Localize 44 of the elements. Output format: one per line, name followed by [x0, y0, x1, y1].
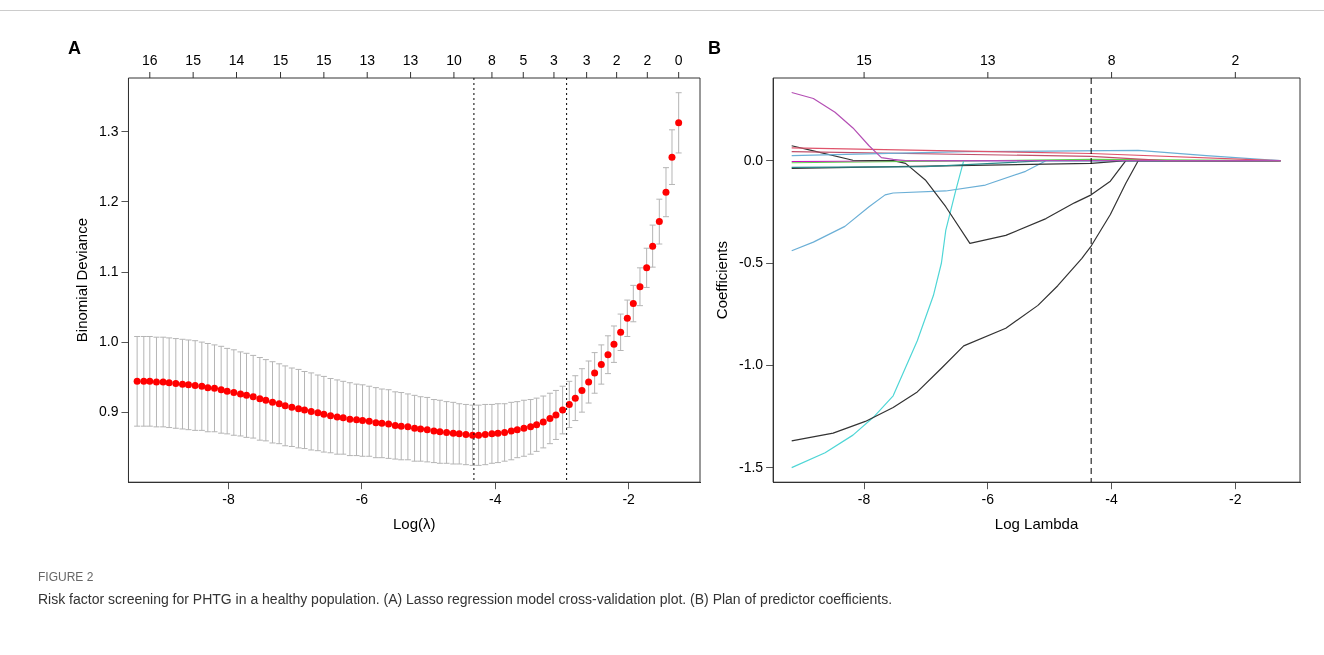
y-tick-label: -1.5 [739, 458, 764, 475]
annotation: 15 [316, 51, 332, 68]
x-tick-label: -4 [1105, 491, 1119, 508]
annotation: 15 [272, 51, 289, 68]
y-tick-label: 0.0 [743, 151, 764, 168]
x-axis-title: Log Lambda [994, 515, 1079, 533]
annotation: 0 [674, 51, 683, 68]
x-tick-label: -8 [857, 491, 871, 508]
annotation: 2 [643, 51, 652, 68]
annotation: 3 [582, 51, 591, 68]
annotation: 2 [1231, 51, 1240, 68]
annotation: 13 [402, 51, 419, 68]
y-axis-title: Binomial Deviance [73, 217, 91, 343]
y-tick-label: 1.0 [98, 332, 119, 349]
annotation: 2 [612, 51, 621, 68]
x-tick-label: -4 [489, 491, 502, 508]
y-tick-label: 1.2 [98, 192, 119, 209]
annotation: 14 [228, 51, 245, 68]
annotation: 8 [488, 51, 497, 68]
annotation: 15 [185, 51, 202, 68]
y-tick-label: -1.0 [739, 356, 764, 373]
caption: FIGURE 2 [38, 569, 95, 586]
y-tick-label: 1.3 [98, 122, 119, 139]
text: Risk factor screening for PHTG in a healthy population. (A) Lasso regression model cross-validation plot. (B) Plan of predictor coefficients. [38, 590, 893, 609]
x-tick-label: -2 [622, 491, 636, 508]
y-axis-title: Coefficients [713, 241, 731, 320]
x-tick-label: -6 [355, 491, 369, 508]
annotation: 16 [142, 51, 158, 68]
annotation: 8 [1107, 51, 1116, 68]
annotation: 10 [446, 51, 462, 68]
x-axis-title: Log(λ) [392, 515, 436, 533]
x-tick-label: -2 [1229, 491, 1242, 508]
x-tick-label: -6 [981, 491, 995, 508]
annotation: 13 [980, 51, 996, 68]
annotation: 5 [519, 51, 528, 68]
annotation: 3 [550, 51, 559, 68]
y-tick-label: 1.1 [98, 262, 119, 279]
annotation: 13 [359, 51, 376, 68]
annotation: 15 [856, 51, 873, 68]
y-tick-label: 0.9 [98, 403, 119, 420]
chart-title: B [708, 38, 721, 59]
y-tick-label: -0.5 [739, 253, 764, 270]
chart-title: A [68, 38, 81, 59]
x-tick-label: -8 [222, 491, 235, 508]
